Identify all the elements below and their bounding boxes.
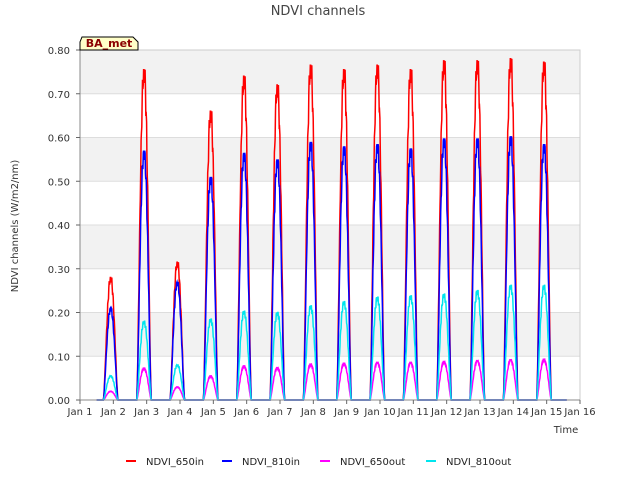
x-tick-label: Jan 12 [430,407,462,418]
y-tick-label: 0.30 [48,265,70,276]
y-tick-label: 0.10 [48,352,70,363]
legend: NDVI_650in NDVI_810in NDVI_650out NDVI_810o… [126,457,511,468]
x-tick-label: Jan 9 [333,407,359,418]
x-tick-label: Jan 10 [363,407,395,418]
x-tick-label: Jan 4 [167,407,193,418]
x-axis-title: Time [553,425,578,436]
x-tick-label: Jan 16 [563,407,595,418]
station-badge: BA_met [79,36,139,51]
x-tick-label: Jan 3 [133,407,159,418]
legend-label: NDVI_810out [446,457,511,468]
legend-label: NDVI_650in [146,457,204,468]
x-tick-label: Jan 7 [267,407,293,418]
x-tick-label: Jan 15 [530,407,562,418]
y-tick-label: 0.40 [48,221,70,232]
band-stripe [80,50,580,94]
legend-item-ndvi-810in: NDVI_810in [222,457,300,468]
x-tick-label: Jan 8 [300,407,326,418]
y-tick-label: 0.80 [48,46,70,57]
y-tick-label: 0.00 [48,396,70,407]
x-tick-label: Jan 11 [397,407,429,418]
x-axis-ticks: Jan 1 Jan 2 Jan 3 Jan 4 Jan 5 Jan 6 Jan 7 Jan 8… [67,400,596,418]
chart-title: NDVI channels [271,4,366,19]
x-tick-label: Jan 6 [233,407,259,418]
x-tick-label: Jan 5 [200,407,226,418]
y-tick-label: 0.20 [48,309,70,320]
legend-label: NDVI_650out [340,457,405,468]
x-tick-label: Jan 14 [497,407,529,418]
band-stripe [80,225,580,269]
x-tick-label: Jan 2 [100,407,126,418]
y-axis-title: NDVI channels (W/m2/nm) [10,160,21,293]
y-tick-label: 0.60 [48,134,70,145]
band-stripe [80,312,580,357]
badge-label: BA_met [86,37,133,50]
band-stripe [80,137,580,182]
legend-item-ndvi-650in: NDVI_650in [126,457,204,468]
legend-item-ndvi-810out: NDVI_810out [426,457,511,468]
legend-label: NDVI_810in [242,457,300,468]
x-tick-label: Jan 13 [463,407,495,418]
y-tick-label: 0.50 [48,177,70,188]
badge-box [79,36,139,51]
y-axis-ticks: 0.00 0.10 0.20 0.30 0.40 0.50 0.60 0.70 0.80 [48,46,80,407]
y-tick-label: 0.70 [48,90,70,101]
legend-item-ndvi-650out: NDVI_650out [320,457,405,468]
x-tick-label: Jan 1 [67,407,93,418]
